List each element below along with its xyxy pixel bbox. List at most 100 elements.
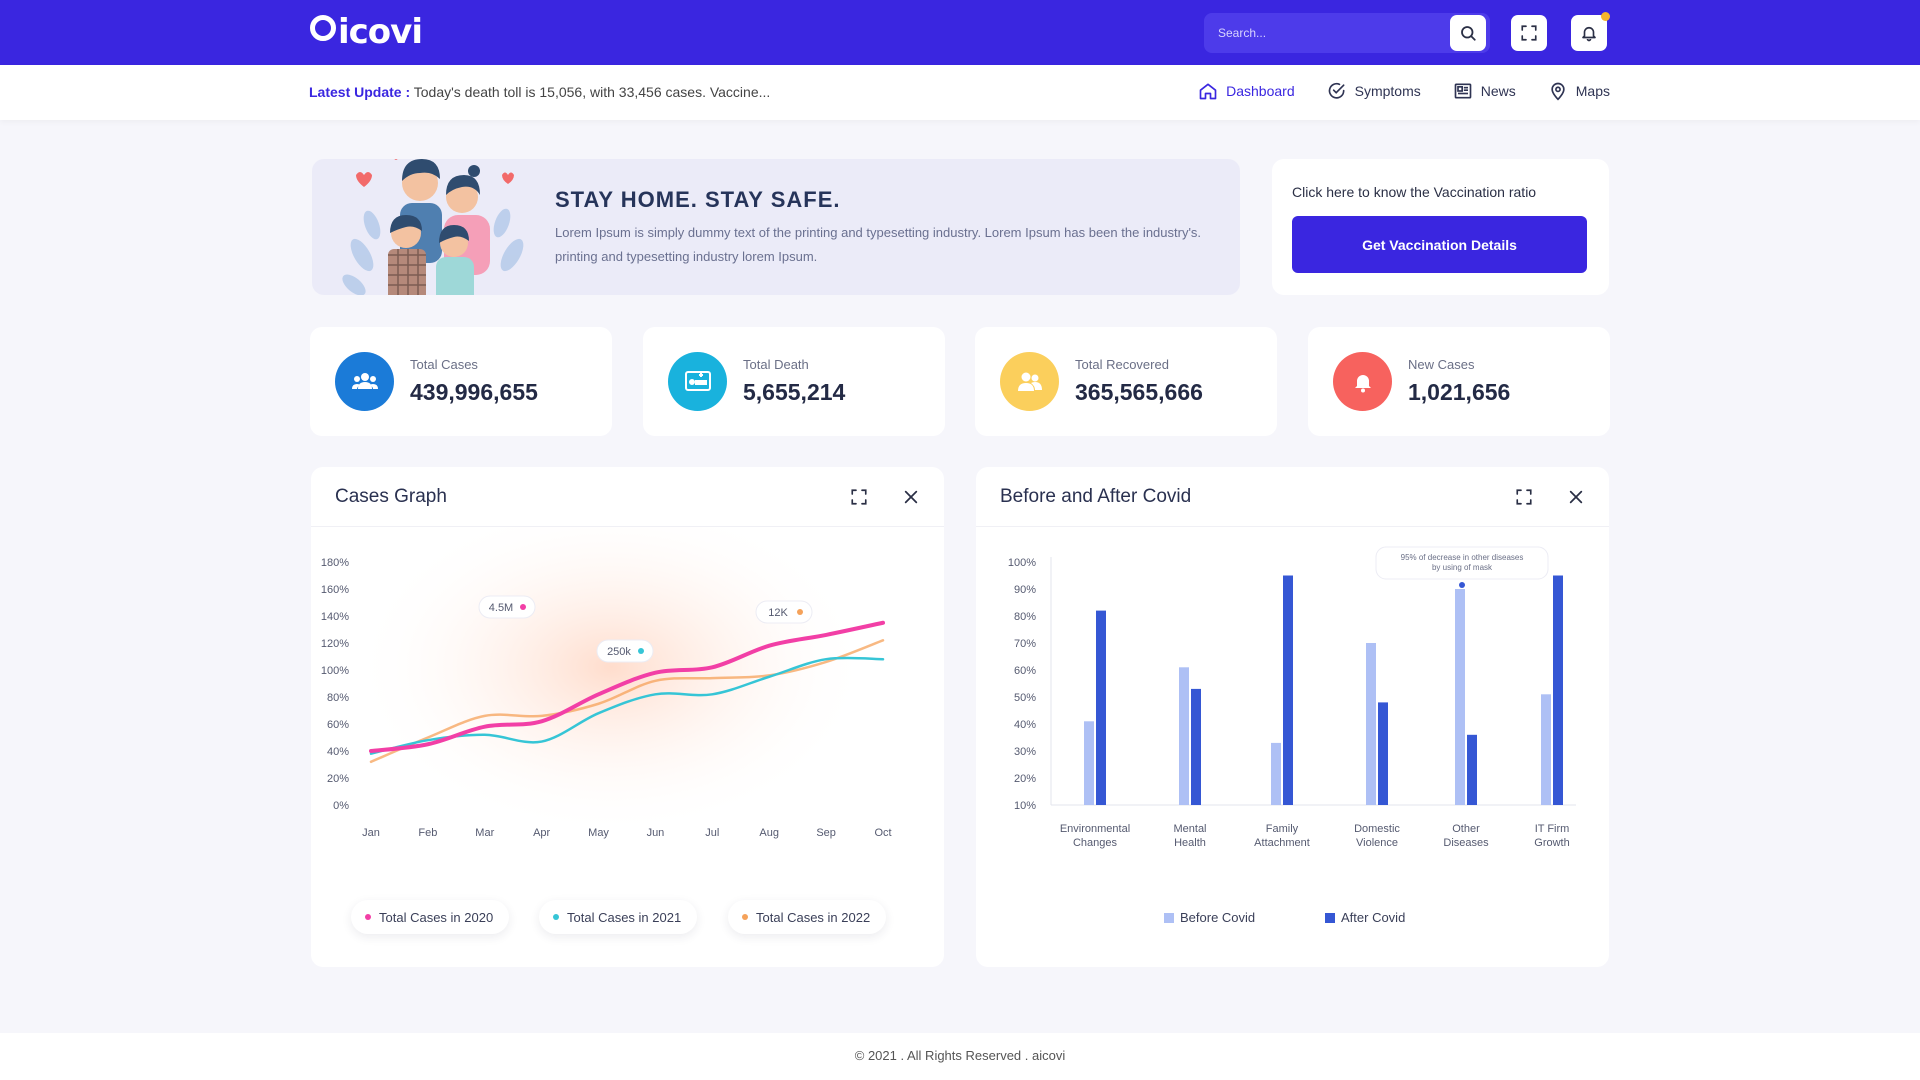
search-icon [1461, 26, 1476, 41]
stat-value: 365,565,666 [1075, 379, 1203, 405]
x-category-label: Violence [1356, 837, 1398, 849]
y-tick-label: 60% [327, 719, 349, 731]
legend-swatch [1325, 912, 1335, 923]
stat-value: 1,021,656 [1408, 379, 1511, 405]
legend-2020[interactable]: Total Cases in 2020 [351, 900, 510, 934]
stat-label: New Cases [1408, 357, 1475, 372]
legend-label: After Covid [1341, 910, 1406, 925]
annotation-tag: 250k [596, 639, 654, 663]
logo-mark-icon [310, 15, 336, 41]
family-illustration [342, 159, 524, 295]
stat-icon-bg [668, 352, 727, 411]
annotation-text: 12K [768, 607, 788, 619]
x-tick-label: May [588, 827, 609, 839]
latest-update-label: Latest Update : [309, 84, 411, 100]
close-button[interactable] [901, 487, 921, 507]
expand-icon [851, 489, 867, 505]
before-after-bar-chart: 10% 20% 30% 40% 50% 60% 70% 80% 90% 100% Environme… [1008, 546, 1576, 849]
annotation-tag: 4.5M [478, 595, 536, 619]
tooltip-dot [1459, 582, 1465, 588]
legend-2022[interactable]: Total Cases in 2022 [728, 900, 887, 934]
main-nav: Dashboard Symptoms News Maps [1198, 81, 1610, 101]
legend-label: Before Covid [1180, 910, 1256, 925]
cases-graph-card: Cases Graph 0% 20% 40% 60% 80% 100% 120% 140% 16… [311, 467, 944, 967]
x-category-label: Other [1452, 823, 1480, 835]
fullscreen-button[interactable] [1511, 15, 1547, 51]
card-header: Cases Graph [311, 467, 944, 527]
x-category-label: Attachment [1254, 837, 1310, 849]
search-button[interactable] [1450, 15, 1486, 51]
hero-text: Lorem Ipsum is simply dummy text of the … [555, 225, 1202, 264]
card-title: Cases Graph [335, 486, 447, 507]
x-category-label: Family [1266, 823, 1299, 835]
y-tick-label: 120% [321, 638, 349, 650]
y-tick-label: 100% [321, 665, 349, 677]
annotation-text: 250k [607, 646, 631, 658]
y-tick-label: 10% [1014, 800, 1036, 812]
check-circle-icon [1328, 82, 1345, 99]
bar-before-covid [1271, 742, 1281, 805]
x-category-label: Environmental [1060, 823, 1130, 835]
y-tick-label: 80% [1014, 611, 1036, 623]
logo[interactable]: icovi [310, 12, 423, 52]
latest-update-text[interactable]: Today's death toll is 15,056, with 33,45… [413, 84, 771, 100]
x-tick-label: Jan [362, 827, 380, 839]
search-input[interactable] [1204, 13, 1444, 53]
y-tick-label: 20% [1014, 773, 1036, 785]
nav-news-label: News [1480, 83, 1516, 99]
tooltip-text: 95% of decrease in other diseases [1401, 553, 1524, 562]
legend-swatch [1164, 912, 1174, 923]
annotation-dot [638, 648, 644, 654]
tooltip-text: by using of mask [1432, 563, 1493, 572]
series-line [369, 639, 885, 764]
stat-label: Total Recovered [1075, 357, 1169, 372]
top-bar: icovi [0, 0, 1920, 65]
nav-dashboard[interactable]: Dashboard [1198, 81, 1295, 101]
map-pin-icon [1551, 82, 1565, 101]
before-after-covid-card: Before and After Covid 10% 20% 30% 40% 50% 60… [976, 467, 1609, 967]
get-vaccination-details-button[interactable]: Get Vaccination Details [1292, 216, 1587, 273]
hero-title: STAY HOME. STAY SAFE. [555, 187, 841, 212]
x-category-label: Growth [1534, 837, 1569, 849]
legend-2021[interactable]: Total Cases in 2021 [539, 900, 698, 934]
close-button[interactable] [1566, 487, 1586, 507]
nav-symptoms-label: Symptoms [1354, 83, 1421, 99]
notification-dot [1601, 12, 1610, 21]
x-category-label: Mental [1173, 823, 1206, 835]
y-tick-label: 40% [1014, 719, 1036, 731]
user-group-icon [1017, 372, 1042, 391]
x-tick-label: Jul [705, 827, 719, 839]
bell-icon [1354, 374, 1371, 392]
expand-button[interactable] [849, 487, 869, 507]
search-box [1204, 13, 1490, 53]
x-category-label: Changes [1073, 837, 1118, 849]
chart-glow [351, 527, 871, 837]
stat-card-total-recovered: Total Recovered 365,565,666 [975, 327, 1277, 436]
tooltip-bg [1375, 546, 1549, 580]
x-tick-label: Jun [647, 827, 665, 839]
y-tick-label: 100% [1008, 557, 1036, 569]
expand-button[interactable] [1514, 487, 1534, 507]
users-icon [351, 372, 378, 389]
bar-after-covid [1467, 734, 1477, 805]
nav-news[interactable]: News [1453, 81, 1516, 101]
footer-text: © 2021 . All Rights Reserved . aicovi [854, 1048, 1066, 1063]
nav-maps-label: Maps [1575, 83, 1610, 99]
card-header: Before and After Covid [976, 467, 1609, 527]
stat-icon-bg [335, 352, 394, 411]
nav-maps[interactable]: Maps [1548, 81, 1610, 101]
x-tick-label: Feb [418, 827, 437, 839]
legend-before-covid[interactable]: Before Covid [1164, 910, 1255, 925]
notifications-button[interactable] [1571, 12, 1610, 51]
home-icon [1199, 83, 1217, 100]
stat-value: 439,996,655 [410, 379, 538, 405]
close-icon [904, 490, 918, 504]
legend-after-covid[interactable]: After Covid [1325, 910, 1405, 925]
y-tick-label: 70% [1014, 638, 1036, 650]
bar-after-covid [1378, 702, 1388, 805]
nav-symptoms[interactable]: Symptoms [1327, 81, 1421, 101]
y-tick-label: 90% [1014, 584, 1036, 596]
nav-dashboard-label: Dashboard [1226, 83, 1295, 99]
annotation-tag: 12K [755, 600, 813, 624]
x-category-label: Domestic [1354, 823, 1400, 835]
